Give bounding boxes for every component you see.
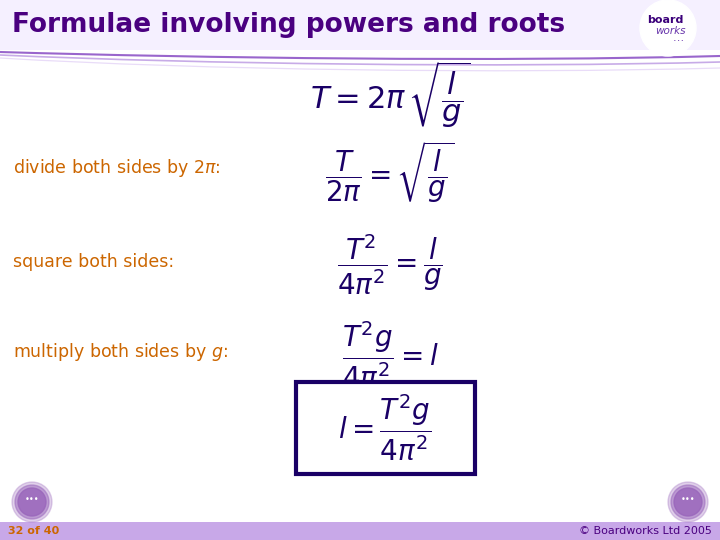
Text: Formulae involving powers and roots: Formulae involving powers and roots: [12, 12, 565, 38]
Text: •••: •••: [680, 496, 696, 504]
Circle shape: [671, 485, 705, 519]
Circle shape: [674, 488, 702, 516]
FancyBboxPatch shape: [296, 382, 475, 474]
Text: divide both sides by $2\pi$:: divide both sides by $2\pi$:: [13, 157, 220, 179]
Text: $\dfrac{T^2g}{4\pi^2} = l$: $\dfrac{T^2g}{4\pi^2} = l$: [341, 320, 438, 390]
Text: works: works: [654, 26, 685, 36]
Bar: [0, 522, 720, 540]
Text: board: board: [647, 15, 683, 25]
Circle shape: [640, 0, 696, 56]
Text: square both sides:: square both sides:: [13, 253, 174, 271]
Circle shape: [668, 482, 708, 522]
Text: © Boardworks Ltd 2005: © Boardworks Ltd 2005: [579, 526, 712, 536]
Text: …: …: [672, 33, 683, 43]
Circle shape: [18, 488, 46, 516]
Text: $\dfrac{T^2}{4\pi^2} = \dfrac{l}{g}$: $\dfrac{T^2}{4\pi^2} = \dfrac{l}{g}$: [337, 233, 443, 297]
Text: $\dfrac{T}{2\pi} = \sqrt{\dfrac{l}{g}}$: $\dfrac{T}{2\pi} = \sqrt{\dfrac{l}{g}}$: [325, 139, 454, 205]
Bar: [0, 0, 720, 50]
Text: multiply both sides by $g$:: multiply both sides by $g$:: [13, 341, 228, 363]
Circle shape: [15, 485, 49, 519]
Text: •••: •••: [24, 496, 40, 504]
Text: $l = \dfrac{T^2g}{4\pi^2}$: $l = \dfrac{T^2g}{4\pi^2}$: [338, 393, 432, 463]
Circle shape: [12, 482, 52, 522]
Text: 32 of 40: 32 of 40: [8, 526, 59, 536]
Text: $T = 2\pi \, \sqrt{\dfrac{l}{g}}$: $T = 2\pi \, \sqrt{\dfrac{l}{g}}$: [310, 60, 470, 130]
